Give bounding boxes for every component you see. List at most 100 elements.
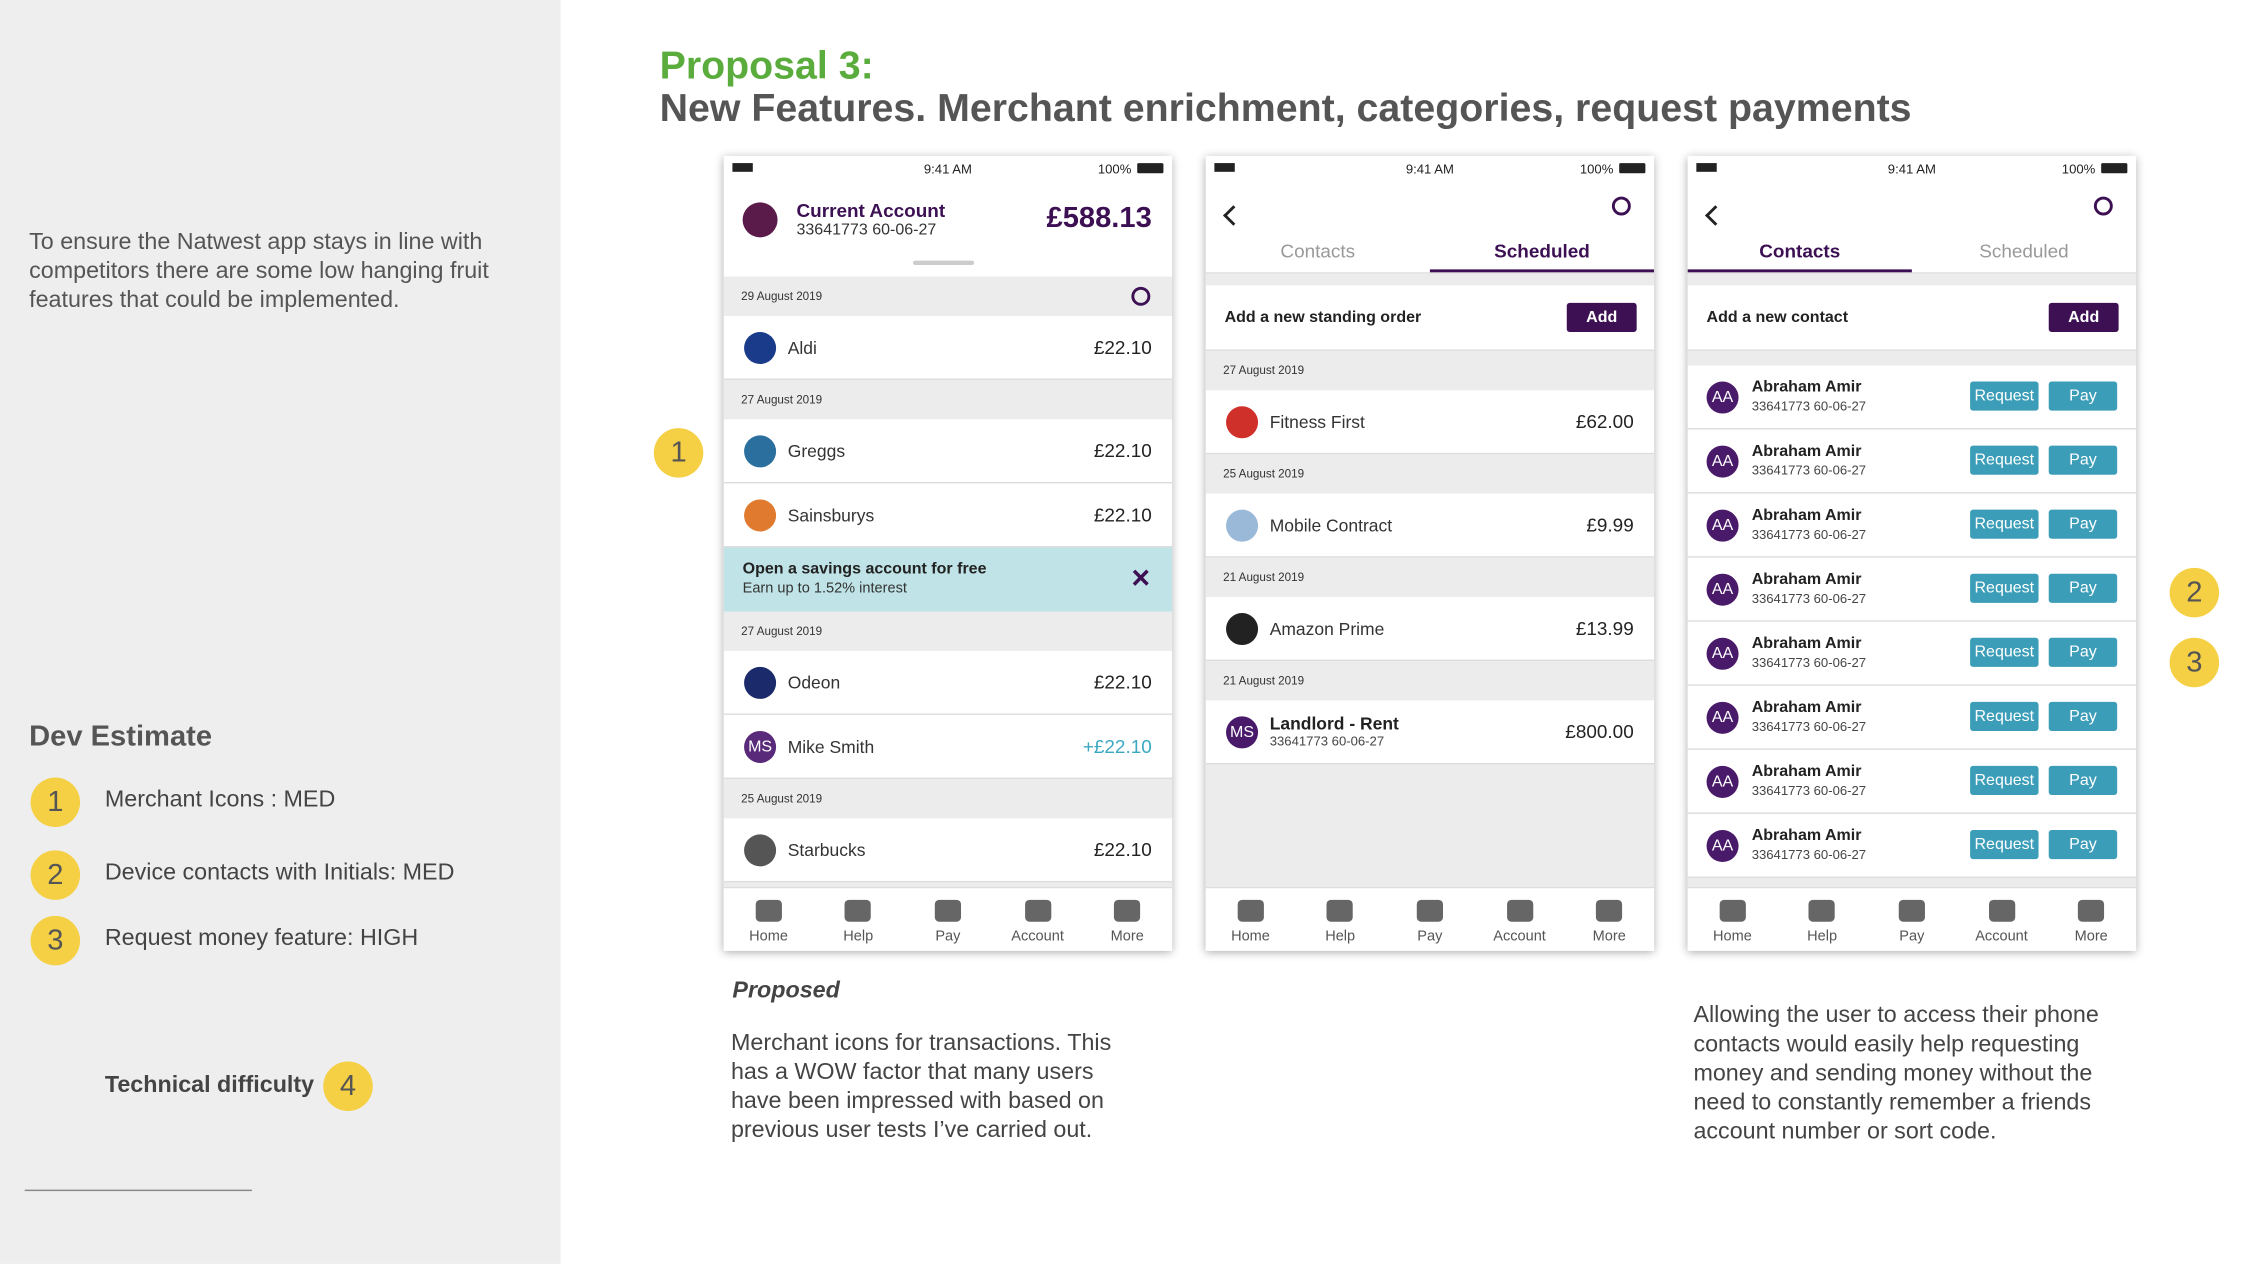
title: New Features. Merchant enrichment, categ… bbox=[659, 85, 1912, 130]
row-amount: £22.10 bbox=[1093, 336, 1152, 359]
request-button[interactable]: Request bbox=[1970, 637, 2039, 667]
pay-button[interactable]: Pay bbox=[2048, 573, 2118, 603]
merchant-icon: MS bbox=[1226, 716, 1259, 749]
request-button[interactable]: Request bbox=[1970, 445, 2039, 475]
transaction-row: Amazon Prime £13.99 bbox=[1205, 597, 1655, 662]
row-name: Mobile Contract bbox=[1269, 515, 1393, 536]
proposal: Proposal 3: bbox=[659, 43, 874, 88]
nav-item[interactable]: Pay bbox=[1867, 888, 1957, 951]
tab[interactable]: Contacts bbox=[1687, 236, 1912, 273]
status-bar: 9:41 AM 100% bbox=[724, 156, 1172, 182]
bottom-nav: Home Help Pay Account More bbox=[723, 886, 1173, 951]
tab[interactable]: Scheduled bbox=[1429, 236, 1655, 273]
caption-right: Allowing the user to access their phone … bbox=[1693, 1003, 2099, 1145]
phone: 9:41 AM 100% Current Account 33641773 60-06… bbox=[723, 155, 1173, 951]
top-bar bbox=[1688, 182, 2136, 236]
phone: 9:41 AM 100% Contacts Scheduled Add a new co… bbox=[1687, 155, 2137, 951]
add-button[interactable]: Add bbox=[1566, 302, 1637, 332]
row-amount: £22.10 bbox=[1093, 503, 1152, 526]
contact-detail: 33641773 60-06-27 bbox=[1751, 527, 1867, 542]
battery: 100% bbox=[1579, 161, 1614, 177]
tab[interactable]: Contacts bbox=[1280, 240, 1356, 263]
request-button[interactable]: Request bbox=[1970, 701, 2039, 731]
date-row: 29 August 2019 bbox=[723, 276, 1173, 316]
contact-row: AA Abraham Amir 33641773 60-06-27 Request Pa… bbox=[1687, 813, 2137, 879]
contact-row: AA Abraham Amir 33641773 60-06-27 Request Pa… bbox=[1687, 557, 2137, 622]
nav-item[interactable]: More bbox=[2046, 888, 2136, 951]
search-button[interactable] bbox=[2093, 196, 2113, 216]
back-button[interactable] bbox=[1704, 205, 1726, 226]
nav-item[interactable]: More bbox=[1082, 888, 1172, 951]
contact-detail: 33641773 60-06-27 bbox=[1751, 719, 1867, 734]
estimate-label: Request money feature: HIGH bbox=[104, 926, 419, 951]
add-button[interactable]: Add bbox=[2048, 302, 2119, 332]
status-bar: 9:41 AM 100% bbox=[1206, 156, 1654, 182]
request-button[interactable]: Request bbox=[1970, 509, 2039, 539]
pay-button[interactable]: Pay bbox=[2048, 381, 2118, 411]
request-button[interactable]: Request bbox=[1970, 573, 2039, 603]
marker: 1 bbox=[653, 428, 704, 478]
date-row: 21 August 2019 bbox=[1205, 557, 1655, 598]
pay-button[interactable]: Pay bbox=[2048, 445, 2118, 475]
contact-detail: 33641773 60-06-27 bbox=[1751, 783, 1867, 798]
difficulty-label: Technical difficulty bbox=[104, 1073, 315, 1098]
contact-row: AA Abraham Amir 33641773 60-06-27 Request Pa… bbox=[1687, 365, 2137, 430]
back-button[interactable] bbox=[1223, 205, 1244, 226]
bottom-nav: Home Help Pay Account More bbox=[1687, 886, 2137, 951]
row-name: Odeon bbox=[787, 672, 841, 694]
contact-detail: 33641773 60-06-27 bbox=[1751, 398, 1867, 414]
contact-row: AA Abraham Amir 33641773 60-06-27 Request Pa… bbox=[1687, 429, 2137, 494]
contact-row: AA Abraham Amir 33641773 60-06-27 Request Pa… bbox=[1687, 685, 2137, 750]
row-name: Fitness First bbox=[1269, 412, 1365, 433]
merchant-icon bbox=[1226, 406, 1259, 439]
nav-item[interactable]: More bbox=[1564, 888, 1654, 951]
nav-item[interactable]: Home bbox=[1688, 888, 1778, 951]
nav-item[interactable]: Help bbox=[1777, 888, 1867, 951]
nav-item[interactable]: Help bbox=[1295, 888, 1385, 951]
transaction-row: MS Landlord - Rent 33641773 60-06-27 £800.0… bbox=[1205, 700, 1655, 765]
estimate-label: Device contacts with Initials: MED bbox=[104, 860, 455, 886]
request-button[interactable]: Request bbox=[1970, 829, 2039, 860]
merchant-icon bbox=[744, 435, 777, 468]
transaction-row: Greggs £22.10 bbox=[723, 419, 1173, 484]
date-row: 25 August 2019 bbox=[723, 779, 1173, 819]
date-row: 27 August 2019 bbox=[1205, 350, 1655, 391]
tabs: Contacts Scheduled bbox=[1687, 236, 2137, 274]
nav-item[interactable]: Home bbox=[724, 888, 814, 951]
sidebar bbox=[0, 0, 561, 1264]
nav-item[interactable]: Pay bbox=[1385, 888, 1475, 951]
pay-button[interactable]: Pay bbox=[2048, 765, 2118, 796]
gap bbox=[1205, 273, 1655, 286]
nav-item[interactable]: Account bbox=[1475, 888, 1565, 951]
row-name: Mike Smith bbox=[787, 736, 875, 758]
feed: AA Abraham Amir 33641773 60-06-27 Request Pa… bbox=[1687, 350, 2137, 889]
nav-item[interactable]: Pay bbox=[903, 888, 993, 951]
contact-name: Abraham Amir bbox=[1751, 378, 1862, 397]
search-button[interactable] bbox=[1131, 286, 1151, 306]
pay-button[interactable]: Pay bbox=[2048, 829, 2118, 860]
pay-button[interactable]: Pay bbox=[2048, 701, 2118, 731]
transaction-row: Sainsburys £22.10 bbox=[723, 483, 1173, 548]
request-button[interactable]: Request bbox=[1970, 765, 2039, 796]
merchant-icon bbox=[1226, 613, 1259, 646]
search-button[interactable] bbox=[1611, 196, 1631, 216]
close-button[interactable]: × bbox=[1131, 559, 1151, 596]
pay-button[interactable]: Pay bbox=[2048, 637, 2118, 667]
request-button[interactable]: Request bbox=[1970, 381, 2039, 411]
nav-item[interactable]: Home bbox=[1206, 888, 1296, 951]
avatar: AA bbox=[1706, 509, 1739, 542]
nav-item[interactable]: Help bbox=[813, 888, 903, 951]
pay-button[interactable]: Pay bbox=[2048, 509, 2118, 539]
estimate-badge: 1 bbox=[30, 777, 81, 828]
row-amount: £800.00 bbox=[1565, 720, 1634, 743]
contact-detail: 33641773 60-06-27 bbox=[1751, 463, 1867, 478]
nav-item[interactable]: Account bbox=[1957, 888, 2047, 951]
gap bbox=[1687, 273, 2137, 286]
account-icon bbox=[742, 202, 778, 238]
avatar: AA bbox=[1706, 573, 1739, 606]
tabs: Contacts Scheduled bbox=[1205, 236, 1655, 274]
nav-item[interactable]: Account bbox=[993, 888, 1083, 951]
tab[interactable]: Scheduled bbox=[1979, 240, 2069, 263]
add-label: Add a new contact bbox=[1706, 308, 1849, 327]
